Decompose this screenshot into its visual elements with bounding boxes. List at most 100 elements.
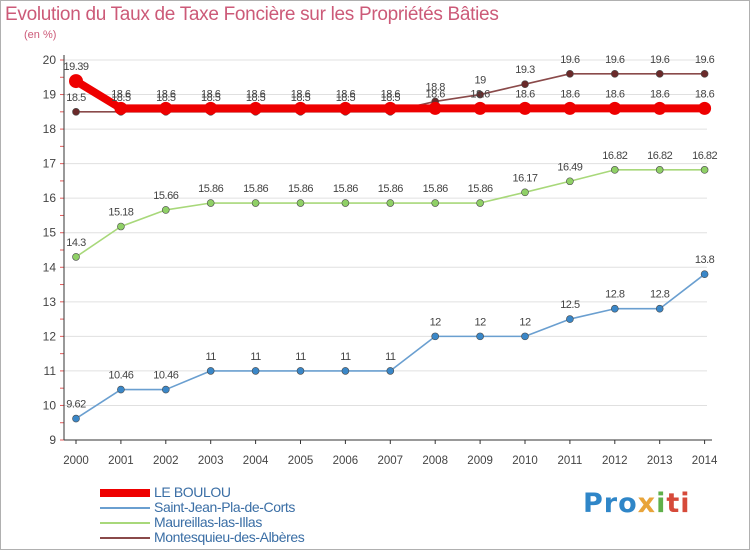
legend-label: LE BOULOU [154, 484, 231, 500]
data-point [610, 70, 619, 78]
data-label: 12 [474, 316, 486, 328]
data-label: 18.6 [470, 88, 490, 100]
data-label: 15.18 [108, 207, 133, 219]
data-point [162, 206, 170, 214]
data-label: 18.5 [336, 92, 356, 104]
data-point [610, 166, 619, 174]
x-tick-label: 2001 [108, 455, 134, 467]
y-tick-label: 16 [43, 191, 57, 205]
legend-item: Saint-Jean-Pla-de-Corts [100, 499, 400, 515]
data-point [251, 199, 260, 207]
data-label: 16.82 [647, 150, 672, 162]
data-label: 18.6 [156, 88, 176, 100]
data-point [294, 101, 307, 115]
data-point [566, 315, 574, 323]
data-point [476, 90, 484, 99]
data-label: 19.39 [63, 61, 88, 73]
data-label: 18.5 [111, 92, 131, 104]
x-tick-label: 2011 [558, 455, 583, 467]
data-label: 18.6 [695, 88, 715, 100]
legend-item: Montesquieu-des-Albères [100, 529, 400, 545]
logo-part: i [656, 488, 667, 519]
data-label: 18.6 [246, 88, 266, 100]
data-label: 18.5 [66, 92, 86, 104]
chart-title: Evolution du Taux de Taxe Foncière sur l… [5, 4, 499, 25]
data-label: 18.5 [156, 92, 176, 104]
data-label: 15.86 [243, 183, 268, 195]
data-label: 18.5 [246, 92, 266, 104]
legend-swatch [100, 507, 150, 509]
data-point [383, 101, 397, 115]
data-label: 19.6 [650, 54, 670, 66]
data-label: 18.6 [515, 88, 535, 100]
data-point [159, 101, 173, 115]
data-point [206, 199, 215, 207]
data-label: 16.82 [602, 150, 627, 162]
data-point [386, 367, 395, 375]
data-point [72, 108, 80, 116]
logo-part: ti [666, 488, 691, 519]
data-label: 16.17 [512, 172, 537, 184]
data-label: 15.86 [378, 183, 403, 195]
data-point [72, 414, 80, 423]
data-label: 11 [205, 351, 216, 363]
x-tick-label: 2009 [467, 455, 493, 467]
data-label: 18.6 [650, 88, 670, 100]
x-tick-label: 2013 [647, 455, 673, 467]
data-point [428, 101, 442, 115]
legend-label: Saint-Jean-Pla-de-Corts [154, 499, 295, 515]
data-point [655, 70, 664, 78]
data-label: 19.3 [515, 64, 535, 76]
legend-swatch [100, 537, 150, 539]
data-label: 19.6 [560, 54, 580, 66]
y-tick-label: 11 [44, 364, 57, 378]
y-tick-label: 10 [43, 398, 57, 412]
legend-swatch [100, 489, 150, 497]
data-point [521, 332, 529, 341]
data-label: 12 [430, 316, 442, 328]
data-label: 18.6 [291, 88, 311, 100]
data-label: 14.3 [66, 237, 86, 249]
data-point [206, 367, 215, 375]
data-point [655, 166, 664, 174]
y-tick-label: 15 [43, 226, 57, 240]
data-point [72, 253, 80, 261]
data-point [521, 80, 529, 88]
data-label: 12 [519, 316, 531, 328]
y-tick-label: 19 [43, 88, 57, 102]
data-label: 18.5 [291, 92, 311, 104]
logo-part: x [637, 488, 657, 519]
data-label: 12.5 [560, 299, 580, 311]
data-label: 15.86 [468, 183, 493, 195]
data-point [476, 199, 484, 207]
data-point [296, 367, 305, 375]
data-point [700, 166, 709, 174]
legend-label: Maureillas-las-Illas [154, 514, 262, 530]
x-tick-label: 2008 [422, 455, 448, 467]
data-point [162, 385, 170, 394]
data-label: 18.6 [201, 88, 221, 100]
data-point [249, 101, 263, 115]
data-point [566, 177, 574, 186]
data-label: 18.5 [201, 92, 221, 104]
legend-label: Montesquieu-des-Albères [154, 529, 305, 545]
data-point [566, 70, 574, 78]
data-point [431, 332, 440, 341]
data-point [610, 304, 619, 313]
data-point [653, 101, 667, 115]
data-point [698, 101, 712, 115]
data-point [117, 222, 125, 231]
y-tick-label: 12 [43, 329, 57, 343]
y-tick-label: 18 [43, 122, 57, 136]
data-point [251, 367, 260, 375]
data-label: 11 [340, 351, 351, 363]
y-tick-label: 17 [43, 157, 57, 171]
x-tick-label: 2010 [512, 455, 538, 467]
data-label: 16.49 [557, 161, 582, 173]
data-label: 13.8 [695, 254, 715, 266]
logo-part: Pro [583, 488, 638, 519]
data-label: 18.6 [425, 88, 445, 100]
data-point [341, 199, 350, 207]
